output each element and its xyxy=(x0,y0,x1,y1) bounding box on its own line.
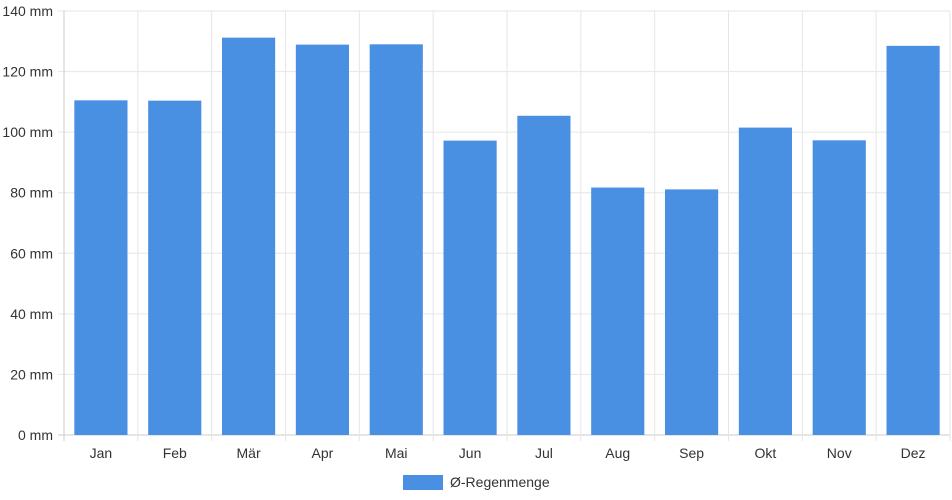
bar-Sep[interactable] xyxy=(665,189,719,435)
y-tick-label: 140 mm xyxy=(2,3,53,19)
x-tick-label: Jun xyxy=(459,445,482,461)
grid xyxy=(58,10,951,441)
legend[interactable]: Ø-Regenmenge xyxy=(403,474,550,490)
x-tick-label: Jan xyxy=(90,445,113,461)
bar-Nov[interactable] xyxy=(812,140,866,435)
bar-Aug[interactable] xyxy=(591,187,645,435)
x-tick-label: Sep xyxy=(679,445,704,461)
bars xyxy=(74,37,940,436)
legend-swatch xyxy=(403,475,443,490)
bar-Jul[interactable] xyxy=(517,115,571,435)
x-tick-label: Aug xyxy=(605,445,630,461)
y-tick-label: 120 mm xyxy=(2,64,53,80)
bar-Mai[interactable] xyxy=(369,44,423,436)
bar-Jun[interactable] xyxy=(443,140,497,435)
bar-Okt[interactable] xyxy=(738,127,792,435)
legend-label: Ø-Regenmenge xyxy=(450,474,550,490)
x-tick-label: Feb xyxy=(163,445,187,461)
bar-Mär[interactable] xyxy=(222,37,276,435)
bar-Dez[interactable] xyxy=(886,45,940,435)
bar-Feb[interactable] xyxy=(148,100,202,435)
bar-Jan[interactable] xyxy=(74,100,128,435)
x-axis-labels: Jan Feb Mär Apr Mai Jun Jul Aug Sep Okt Nov Dez xyxy=(90,445,926,461)
x-tick-label: Okt xyxy=(755,445,777,461)
y-axis-labels: 0 mm 20 mm 40 mm 60 mm 80 mm 100 mm 120 mm 140 … xyxy=(2,3,53,443)
y-tick-label: 60 mm xyxy=(10,245,53,261)
x-tick-label: Jul xyxy=(535,445,553,461)
y-tick-label: 40 mm xyxy=(10,306,53,322)
y-tick-label: 80 mm xyxy=(10,185,53,201)
x-tick-label: Apr xyxy=(312,445,334,461)
x-tick-label: Nov xyxy=(827,445,852,461)
x-tick-label: Dez xyxy=(901,445,926,461)
y-tick-label: 100 mm xyxy=(2,124,53,140)
x-tick-label: Mai xyxy=(385,445,408,461)
y-tick-label: 0 mm xyxy=(18,427,53,443)
x-tick-label: Mär xyxy=(237,445,261,461)
y-tick-label: 20 mm xyxy=(10,366,53,382)
bar-Apr[interactable] xyxy=(295,44,349,436)
